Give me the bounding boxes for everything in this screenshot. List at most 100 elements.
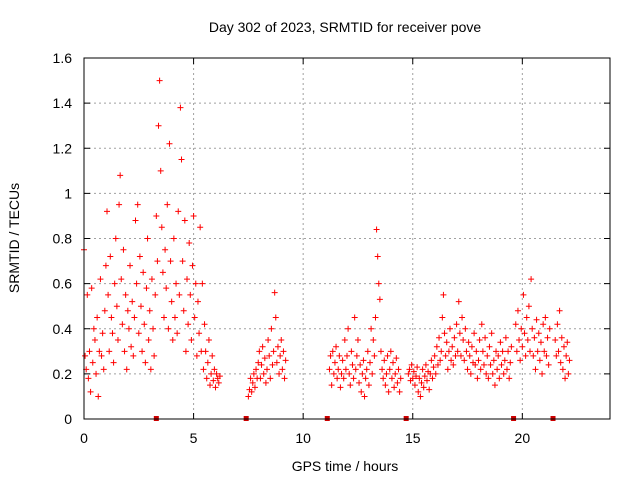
data-point bbox=[338, 370, 345, 377]
data-point bbox=[116, 201, 123, 208]
data-point bbox=[381, 357, 388, 364]
data-point bbox=[417, 393, 424, 400]
data-point bbox=[493, 348, 500, 355]
data-point bbox=[86, 348, 93, 355]
data-point bbox=[444, 366, 451, 373]
data-point bbox=[557, 359, 564, 366]
data-point bbox=[532, 366, 539, 373]
data-point bbox=[484, 352, 491, 359]
data-point bbox=[260, 370, 267, 377]
data-point bbox=[369, 370, 376, 377]
data-point bbox=[451, 334, 458, 341]
data-point bbox=[516, 337, 523, 344]
data-point bbox=[362, 375, 369, 382]
data-point bbox=[383, 370, 390, 377]
data-point bbox=[194, 298, 201, 305]
data-point bbox=[329, 348, 336, 355]
data-point bbox=[387, 348, 394, 355]
data-point bbox=[134, 201, 141, 208]
data-point bbox=[101, 307, 108, 314]
data-point bbox=[82, 352, 89, 359]
data-point bbox=[533, 316, 540, 323]
data-point bbox=[98, 352, 105, 359]
data-point bbox=[189, 262, 196, 269]
data-point bbox=[365, 382, 372, 389]
data-point bbox=[272, 314, 279, 321]
data-point bbox=[479, 348, 486, 355]
data-point bbox=[261, 355, 268, 362]
data-point bbox=[476, 337, 483, 344]
data-point bbox=[268, 325, 275, 332]
data-point bbox=[471, 330, 478, 337]
data-point bbox=[280, 348, 287, 355]
data-point bbox=[186, 240, 193, 247]
data-point bbox=[501, 357, 508, 364]
data-point bbox=[543, 352, 550, 359]
data-points bbox=[81, 77, 573, 400]
data-point bbox=[488, 330, 495, 337]
data-point bbox=[267, 375, 274, 382]
data-point bbox=[388, 375, 395, 382]
data-point bbox=[562, 375, 569, 382]
axis-ticks: 0 0.2 0.4 0.6 0.8 1 1.2 1.4 1.6 0 5 10 15 20 bbox=[53, 50, 610, 446]
data-point bbox=[174, 330, 181, 337]
data-point bbox=[348, 348, 355, 355]
data-point bbox=[438, 348, 445, 355]
data-point bbox=[439, 314, 446, 321]
data-point bbox=[429, 375, 436, 382]
data-point bbox=[96, 348, 103, 355]
data-point bbox=[375, 280, 382, 287]
data-point bbox=[281, 375, 288, 382]
data-point bbox=[143, 285, 150, 292]
data-point bbox=[357, 361, 364, 368]
data-point bbox=[112, 235, 119, 242]
data-point bbox=[278, 337, 285, 344]
data-point bbox=[352, 366, 359, 373]
data-point bbox=[508, 343, 515, 350]
data-point bbox=[190, 212, 197, 219]
data-point bbox=[87, 388, 94, 395]
data-point bbox=[535, 330, 542, 337]
data-point bbox=[122, 291, 129, 298]
data-point bbox=[130, 352, 137, 359]
data-point bbox=[253, 366, 260, 373]
data-point bbox=[555, 348, 562, 355]
data-point bbox=[560, 343, 567, 350]
data-point bbox=[208, 370, 215, 377]
data-point bbox=[333, 343, 340, 350]
data-point bbox=[120, 246, 127, 253]
data-point bbox=[170, 235, 177, 242]
data-point bbox=[159, 269, 166, 276]
data-point bbox=[527, 348, 534, 355]
data-point bbox=[105, 291, 112, 298]
data-point bbox=[452, 352, 459, 359]
data-point bbox=[185, 321, 192, 328]
data-point bbox=[477, 366, 484, 373]
x-tick-label: 15 bbox=[405, 430, 421, 446]
data-point bbox=[457, 352, 464, 359]
data-point bbox=[530, 352, 537, 359]
data-point bbox=[513, 348, 520, 355]
data-point bbox=[123, 366, 130, 373]
data-point bbox=[512, 321, 519, 328]
data-point bbox=[354, 337, 361, 344]
data-point bbox=[181, 217, 188, 224]
data-point bbox=[478, 321, 485, 328]
data-point bbox=[93, 370, 100, 377]
data-point bbox=[525, 303, 532, 310]
data-point bbox=[385, 388, 392, 395]
data-point bbox=[540, 321, 547, 328]
data-point bbox=[144, 235, 151, 242]
data-point bbox=[531, 334, 538, 341]
data-point bbox=[100, 366, 107, 373]
data-point bbox=[499, 348, 506, 355]
data-point bbox=[453, 321, 460, 328]
data-point bbox=[270, 348, 277, 355]
data-point bbox=[197, 224, 204, 231]
data-point bbox=[414, 364, 421, 371]
data-point bbox=[209, 352, 216, 359]
data-point bbox=[196, 330, 203, 337]
data-point bbox=[180, 307, 187, 314]
y-tick-label: 1.4 bbox=[53, 95, 73, 111]
data-point bbox=[154, 258, 161, 265]
